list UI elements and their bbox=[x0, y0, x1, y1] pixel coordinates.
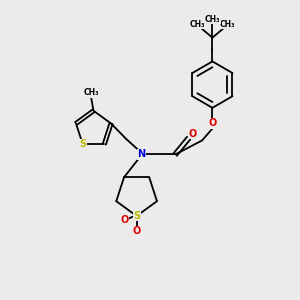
Text: CH₃: CH₃ bbox=[220, 20, 235, 29]
Text: O: O bbox=[208, 118, 217, 128]
Text: CH₃: CH₃ bbox=[83, 88, 99, 98]
Text: O: O bbox=[133, 226, 141, 236]
Text: S: S bbox=[133, 211, 140, 221]
Text: O: O bbox=[120, 214, 128, 224]
Text: CH₃: CH₃ bbox=[190, 20, 205, 29]
Text: CH₃: CH₃ bbox=[205, 15, 220, 24]
Text: S: S bbox=[79, 139, 86, 149]
Text: N: N bbox=[137, 149, 145, 160]
Text: O: O bbox=[189, 129, 197, 139]
